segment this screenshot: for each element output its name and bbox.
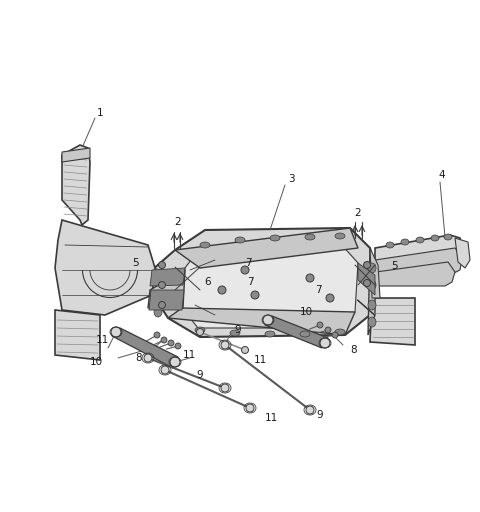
Text: 5: 5	[391, 261, 397, 271]
Circle shape	[332, 332, 338, 338]
Ellipse shape	[416, 237, 424, 243]
Ellipse shape	[386, 242, 394, 248]
Circle shape	[221, 384, 229, 392]
Polygon shape	[358, 263, 375, 295]
Text: 9: 9	[196, 370, 203, 380]
Circle shape	[175, 343, 181, 349]
Polygon shape	[376, 262, 455, 286]
Ellipse shape	[431, 235, 439, 241]
Polygon shape	[375, 235, 462, 265]
Polygon shape	[149, 290, 184, 310]
Ellipse shape	[300, 331, 310, 337]
Circle shape	[221, 341, 229, 349]
Text: 1: 1	[97, 108, 104, 118]
Ellipse shape	[335, 233, 345, 239]
Polygon shape	[55, 220, 155, 315]
Circle shape	[218, 286, 226, 294]
Circle shape	[168, 340, 174, 346]
Circle shape	[263, 315, 273, 325]
Circle shape	[325, 327, 331, 333]
Text: 10: 10	[90, 357, 103, 367]
Polygon shape	[375, 248, 462, 278]
Polygon shape	[175, 228, 358, 268]
Circle shape	[306, 406, 314, 414]
Text: 2: 2	[175, 217, 181, 227]
Text: 7: 7	[245, 258, 252, 268]
Text: 11: 11	[265, 413, 278, 423]
Circle shape	[320, 338, 330, 348]
Text: 3: 3	[288, 174, 295, 184]
Circle shape	[306, 274, 314, 282]
Text: 6: 6	[204, 277, 211, 287]
Circle shape	[326, 294, 334, 302]
Circle shape	[246, 404, 254, 412]
Polygon shape	[370, 298, 415, 345]
Polygon shape	[368, 248, 375, 335]
Polygon shape	[370, 248, 380, 298]
Circle shape	[241, 347, 249, 353]
Text: 5: 5	[132, 258, 139, 268]
Ellipse shape	[230, 330, 240, 336]
Ellipse shape	[195, 327, 205, 333]
Polygon shape	[357, 300, 375, 315]
Ellipse shape	[154, 307, 162, 317]
Polygon shape	[62, 148, 90, 162]
Ellipse shape	[368, 300, 376, 310]
Ellipse shape	[368, 317, 376, 327]
Polygon shape	[62, 145, 90, 225]
Circle shape	[196, 329, 204, 335]
Circle shape	[317, 322, 323, 328]
Text: 11: 11	[96, 335, 108, 345]
Circle shape	[154, 332, 160, 338]
Circle shape	[170, 357, 180, 367]
Text: 9: 9	[316, 410, 323, 420]
Ellipse shape	[200, 242, 210, 248]
Text: 8: 8	[135, 353, 142, 363]
Ellipse shape	[235, 237, 245, 243]
Text: 7: 7	[247, 277, 253, 287]
Text: 8: 8	[350, 345, 357, 355]
Ellipse shape	[154, 273, 162, 283]
Circle shape	[158, 262, 166, 268]
Polygon shape	[112, 328, 178, 368]
Text: 2: 2	[355, 208, 361, 218]
Ellipse shape	[368, 280, 376, 290]
Text: 11: 11	[183, 350, 196, 360]
Polygon shape	[265, 316, 328, 348]
Text: 9: 9	[234, 325, 240, 335]
Circle shape	[158, 282, 166, 288]
Circle shape	[158, 302, 166, 309]
Circle shape	[251, 291, 259, 299]
Text: 4: 4	[439, 170, 445, 180]
Text: 7: 7	[315, 285, 321, 295]
Circle shape	[161, 337, 167, 343]
Ellipse shape	[335, 329, 345, 335]
Polygon shape	[455, 238, 470, 268]
Polygon shape	[55, 310, 100, 360]
Text: 11: 11	[254, 355, 267, 365]
Polygon shape	[150, 228, 375, 337]
Circle shape	[363, 280, 371, 287]
Ellipse shape	[305, 234, 315, 240]
Polygon shape	[148, 270, 185, 308]
Ellipse shape	[154, 290, 162, 300]
Circle shape	[363, 262, 371, 268]
Circle shape	[144, 354, 152, 362]
Polygon shape	[168, 308, 355, 335]
Circle shape	[241, 266, 249, 274]
Polygon shape	[150, 268, 185, 286]
Ellipse shape	[368, 263, 376, 273]
Ellipse shape	[265, 331, 275, 337]
Ellipse shape	[270, 235, 280, 241]
Ellipse shape	[444, 234, 452, 240]
Polygon shape	[182, 243, 358, 328]
Circle shape	[111, 327, 121, 337]
Ellipse shape	[401, 239, 409, 245]
Text: 10: 10	[300, 307, 313, 317]
Circle shape	[161, 366, 169, 374]
